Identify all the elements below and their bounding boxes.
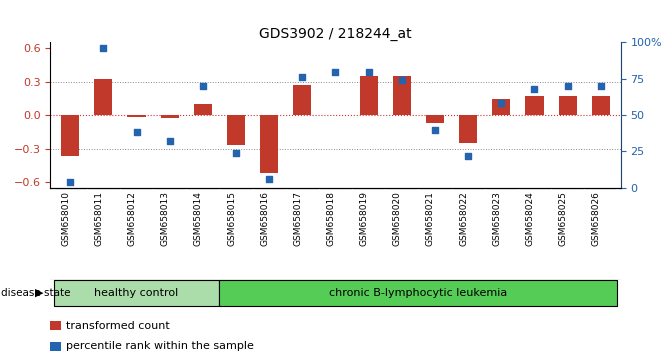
Point: [98, 45, 109, 51]
Bar: [50, 321, 60, 330]
Text: GSM658011: GSM658011: [95, 191, 103, 246]
Bar: [227, 115, 245, 145]
Text: GSM658013: GSM658013: [160, 191, 170, 246]
Text: percentile rank within the sample: percentile rank within the sample: [66, 341, 254, 351]
Bar: [393, 76, 411, 115]
Bar: [61, 115, 79, 156]
Text: GSM658014: GSM658014: [194, 191, 203, 246]
Bar: [493, 99, 511, 115]
Bar: [525, 96, 544, 115]
Point: [463, 153, 474, 159]
Point: [197, 83, 208, 89]
Text: GSM658020: GSM658020: [393, 191, 402, 246]
Bar: [160, 115, 178, 118]
Text: GSM658012: GSM658012: [127, 191, 136, 246]
Point: [65, 179, 76, 185]
Text: GSM658019: GSM658019: [360, 191, 368, 246]
Bar: [592, 96, 610, 115]
Bar: [54, 280, 219, 306]
Text: GSM658015: GSM658015: [227, 191, 236, 246]
Bar: [293, 85, 311, 115]
Text: ▶: ▶: [35, 288, 44, 298]
Bar: [426, 115, 444, 123]
Text: GSM658022: GSM658022: [459, 191, 468, 246]
Text: disease state: disease state: [1, 288, 70, 298]
Text: healthy control: healthy control: [95, 288, 178, 298]
Point: [562, 83, 573, 89]
Point: [330, 69, 341, 74]
Point: [429, 127, 440, 132]
Title: GDS3902 / 218244_at: GDS3902 / 218244_at: [259, 28, 412, 41]
Bar: [260, 115, 278, 173]
Text: GSM658016: GSM658016: [260, 191, 269, 246]
Text: GSM658010: GSM658010: [61, 191, 70, 246]
Point: [529, 86, 540, 92]
Text: transformed count: transformed count: [66, 320, 170, 331]
Point: [496, 101, 507, 106]
Point: [131, 130, 142, 135]
Text: GSM658025: GSM658025: [559, 191, 568, 246]
Point: [264, 176, 274, 182]
Bar: [459, 115, 477, 143]
Point: [595, 83, 606, 89]
Text: GSM658023: GSM658023: [493, 191, 501, 246]
Bar: [558, 96, 577, 115]
Bar: [360, 76, 378, 115]
Bar: [50, 342, 60, 351]
Point: [297, 74, 308, 80]
Bar: [194, 104, 212, 115]
Text: chronic B-lymphocytic leukemia: chronic B-lymphocytic leukemia: [329, 288, 507, 298]
Text: GSM658026: GSM658026: [592, 191, 601, 246]
Point: [164, 138, 175, 144]
Point: [363, 69, 374, 74]
Bar: [94, 79, 113, 115]
Point: [231, 150, 242, 156]
Text: GSM658024: GSM658024: [525, 191, 535, 246]
Text: GSM658018: GSM658018: [327, 191, 336, 246]
Text: GSM658021: GSM658021: [426, 191, 435, 246]
Point: [397, 78, 407, 83]
Text: GSM658017: GSM658017: [293, 191, 303, 246]
Bar: [219, 280, 617, 306]
Bar: [127, 115, 146, 117]
